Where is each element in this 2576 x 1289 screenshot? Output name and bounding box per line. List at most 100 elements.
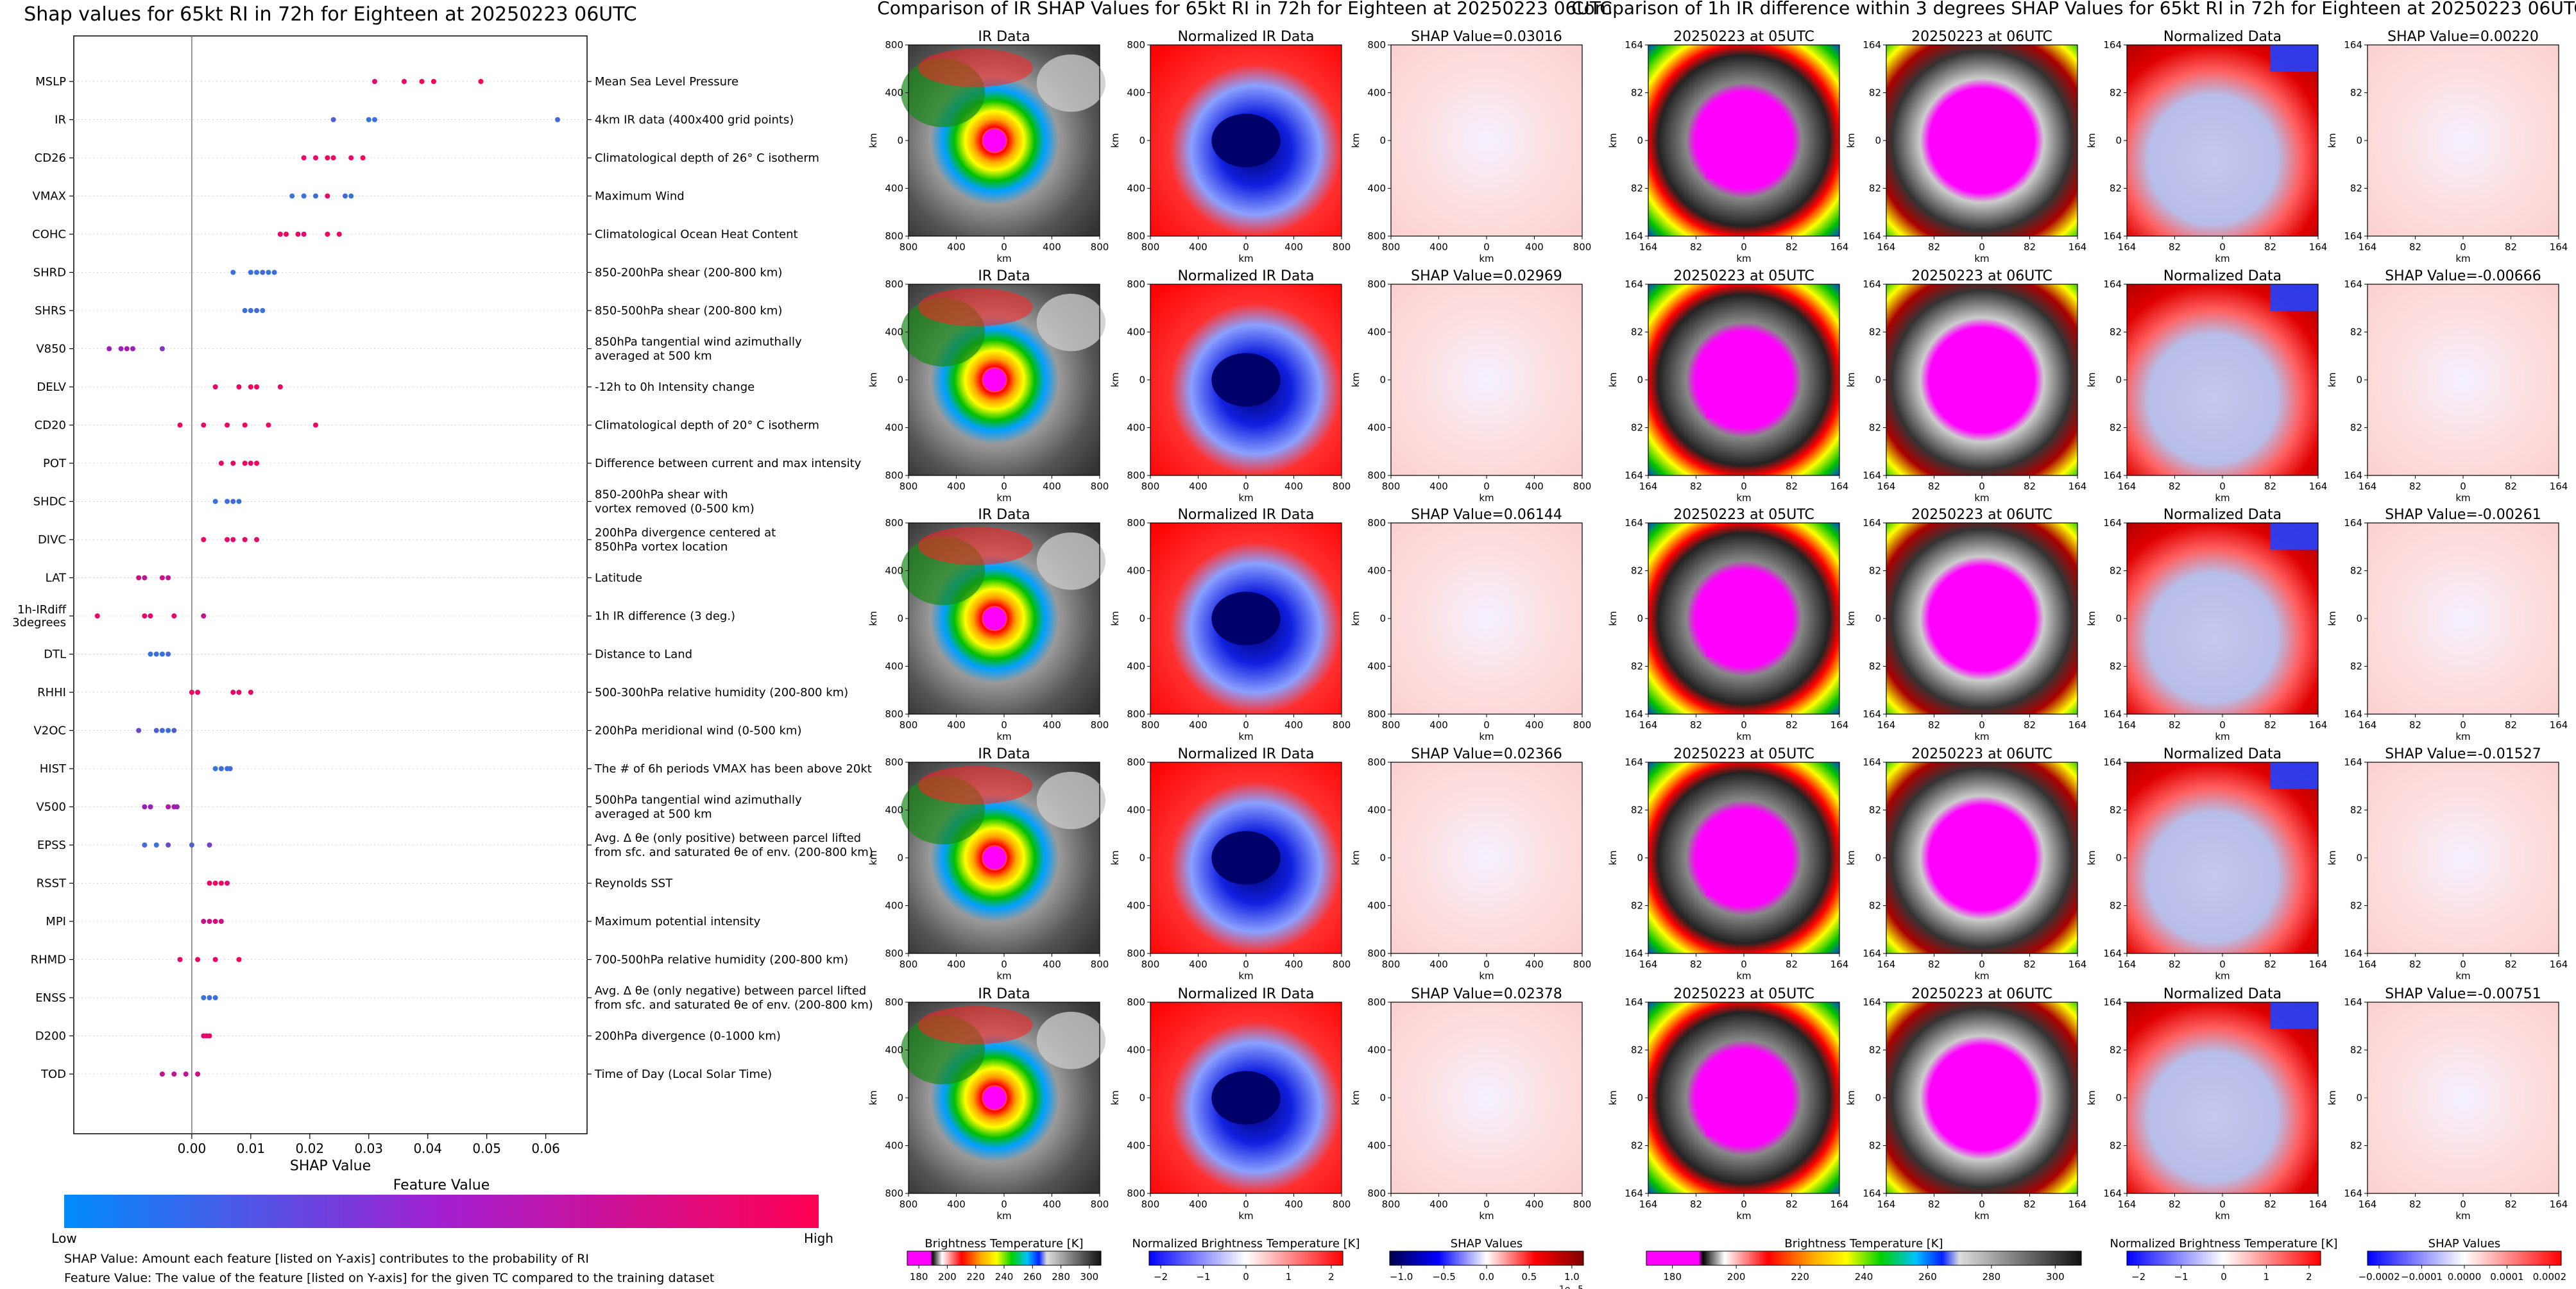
y-tick-label: 400	[1367, 565, 1386, 577]
y-tick-label: 800	[1367, 948, 1386, 959]
subplot-title: SHAP Value=0.02366	[1411, 746, 1562, 762]
y-axis-label: km	[867, 1090, 879, 1105]
feature-description: Avg. Δ θe (only positive) between parcel…	[595, 832, 861, 845]
cold-corner	[2270, 523, 2318, 550]
subplot-title: SHAP Value=0.06144	[1411, 507, 1562, 523]
y-tick-label: 800	[885, 756, 903, 768]
feature-description: Maximum Wind	[595, 190, 685, 203]
x-tick-label: 800	[900, 719, 918, 731]
y-tick-label: 0	[1637, 374, 1643, 386]
y-tick-label: 82	[2350, 565, 2362, 577]
colorbar	[1148, 1251, 1343, 1266]
y-tick-label: 800	[1367, 1188, 1386, 1199]
y-tick-label: 400	[1127, 183, 1145, 194]
x-tick-label: 800	[1141, 1199, 1160, 1210]
colorbar-tick-label: 240	[1855, 1271, 1873, 1283]
x-tick-label: 0	[1001, 241, 1007, 253]
shap-point	[301, 155, 307, 160]
x-tick-label: 400	[1043, 719, 1061, 731]
y-axis-label: km	[867, 133, 879, 148]
x-tick-label: 0.02	[296, 1141, 325, 1156]
feature-description: from sfc. and saturated θe of env. (200-…	[595, 846, 873, 859]
y-tick-label: 0	[1379, 374, 1386, 386]
x-axis-label: km	[1479, 731, 1494, 742]
shap-point	[212, 880, 218, 886]
x-tick-label: 400	[947, 959, 966, 970]
shap-point	[242, 537, 248, 542]
x-tick-label: 82	[2264, 481, 2276, 492]
y-tick-label: 164	[2103, 708, 2122, 720]
y-tick-label: 82	[1631, 805, 1643, 816]
image-area	[2367, 523, 2559, 714]
x-axis-label: km	[1736, 492, 1751, 504]
y-axis-label: km	[2086, 372, 2097, 387]
x-tick-label: 0	[1243, 719, 1249, 731]
feature-name: 3degrees	[12, 616, 66, 629]
y-tick-label: 82	[1631, 327, 1643, 338]
y-tick-label: 0	[2115, 613, 2122, 624]
y-axis-label: km	[1845, 372, 1857, 387]
x-tick-label: 800	[1573, 241, 1592, 253]
feature-description: vortex removed (0-500 km)	[595, 502, 755, 516]
y-tick-label: 164	[1625, 517, 1643, 529]
y-axis-label: km	[2326, 1090, 2338, 1105]
feature-name: COHC	[32, 228, 66, 241]
colorbar-tick-label: 2	[2306, 1271, 2312, 1283]
x-axis-label: km	[1736, 731, 1751, 742]
y-tick-label: 0	[897, 852, 903, 864]
x-axis-label: km	[1736, 970, 1751, 982]
x-tick-label: 400	[1284, 1199, 1303, 1210]
shap-point	[153, 842, 159, 848]
cold-cloud-top	[1705, 590, 1773, 657]
y-tick-label: 0	[1875, 852, 1881, 864]
shap-point	[201, 537, 207, 542]
shap-point	[195, 957, 201, 962]
y-tick-label: 82	[1631, 900, 1643, 912]
cold-cloud-top	[1705, 112, 1773, 179]
y-axis-label: km	[2086, 850, 2097, 865]
image-area	[1391, 1002, 1582, 1193]
x-axis-label: km	[996, 253, 1011, 264]
subplot-title: IR Data	[978, 986, 1030, 1002]
y-tick-label: 0	[1637, 1092, 1643, 1104]
x-tick-label: 0	[1001, 959, 1007, 970]
x-tick-label: 164	[2550, 959, 2568, 970]
y-axis-label: km	[1607, 850, 1619, 865]
x-tick-label: 400	[1429, 481, 1448, 492]
x-tick-label: 800	[1573, 1199, 1592, 1210]
colorbar-label: SHAP Values	[2428, 1237, 2501, 1251]
x-tick-label: 800	[1382, 241, 1401, 253]
y-tick-label: 0	[2356, 613, 2362, 624]
x-tick-label: 0.01	[237, 1141, 266, 1156]
shap-point	[431, 79, 436, 84]
y-tick-label: 0	[2356, 852, 2362, 864]
cloud-band	[917, 1005, 1033, 1045]
y-tick-label: 82	[1631, 183, 1643, 194]
shap-point	[242, 308, 248, 313]
cloud-band	[1036, 532, 1105, 590]
cold-cloud-top	[1705, 1069, 1773, 1136]
feature-name: DIVC	[38, 533, 66, 547]
colorbar-tick-label: 200	[1727, 1271, 1746, 1283]
y-tick-label: 164	[1863, 996, 1881, 1008]
x-tick-label: 82	[2169, 959, 2181, 970]
x-tick-label: 164	[2068, 959, 2087, 970]
y-tick-label: 0	[897, 135, 903, 146]
feature-description: 850-500hPa shear (200-800 km)	[595, 304, 782, 318]
ir-shap-comparison-panel: Comparison of IR SHAP Values for 65kt RI…	[867, 0, 1612, 1289]
y-tick-label: 164	[2103, 517, 2122, 529]
x-tick-label: 0.05	[472, 1141, 501, 1156]
y-tick-label: 164	[1625, 278, 1643, 290]
subplot-title: 20250223 at 06UTC	[1911, 507, 2052, 523]
y-tick-label: 164	[1625, 948, 1643, 959]
y-tick-label: 0	[1379, 852, 1386, 864]
y-tick-label: 82	[2110, 1140, 2122, 1152]
y-tick-label: 0	[1637, 852, 1643, 864]
colorbar-tick-label: −1.0	[1390, 1271, 1413, 1283]
x-tick-label: 82	[1928, 481, 1940, 492]
y-tick-label: 82	[2110, 422, 2122, 434]
cloud-band	[1036, 1011, 1105, 1070]
